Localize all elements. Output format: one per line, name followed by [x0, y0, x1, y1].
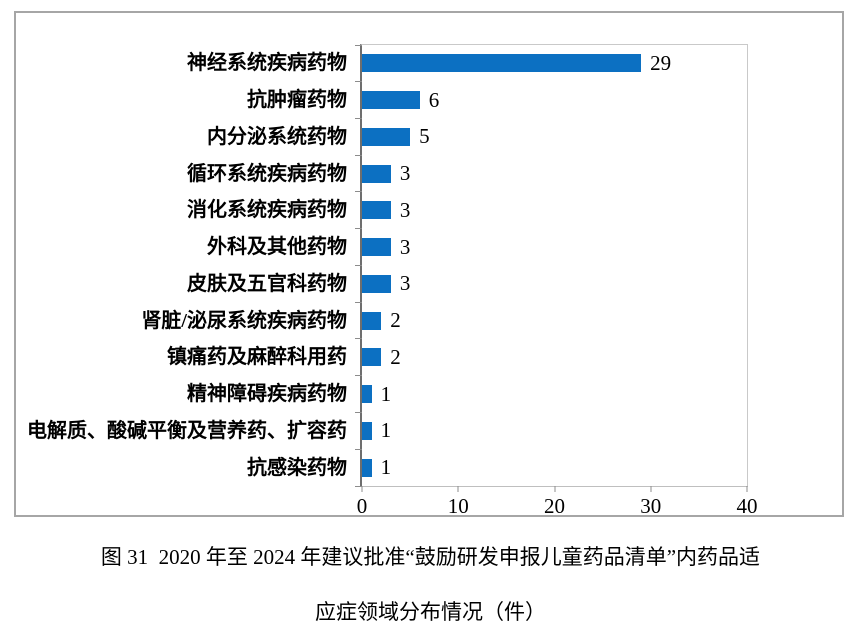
- bar: [362, 311, 382, 330]
- rows: 神经系统疾病药物 29 抗肿瘤药物 6 内分泌系统药物 5 循环系统疾病药物 3 消化系统疾病药…: [27, 45, 747, 486]
- category-label: 神经系统疾病药物: [187, 52, 347, 75]
- y-axis-tick: [355, 228, 362, 230]
- bar: [362, 348, 382, 367]
- y-axis-tick: [355, 338, 362, 340]
- y-axis-tick: [355, 485, 362, 487]
- y-axis-tick: [355, 44, 362, 46]
- bar-row: 循环系统疾病药物 3: [187, 155, 747, 192]
- y-axis-tick: [355, 154, 362, 156]
- bar-row: 神经系统疾病药物 29: [187, 45, 747, 82]
- bar-row: 外科及其他药物 3: [207, 229, 747, 266]
- figure-caption: 图 31 2020 年至 2024 年建议批准“鼓励研发申报儿童药品清单”内药品…: [0, 540, 861, 629]
- bar: [362, 385, 372, 404]
- chart-frame: 神经系统疾病药物 29 抗肿瘤药物 6 内分泌系统药物 5 循环系统疾病药物 3 消化系统疾病药…: [14, 11, 844, 517]
- value-label: 1: [380, 455, 392, 480]
- y-axis-tick: [355, 301, 362, 303]
- x-axis-tick: [457, 486, 459, 492]
- value-label: 3: [399, 271, 411, 296]
- bar: [362, 127, 411, 146]
- bar: [362, 91, 420, 110]
- bar: [362, 458, 372, 477]
- bar-row: 内分泌系统药物 5: [207, 119, 747, 156]
- y-axis-tick: [355, 117, 362, 119]
- x-tick-label: 10: [447, 494, 469, 518]
- figure-caption-line-1: 图 31 2020 年至 2024 年建议批准“鼓励研发申报儿童药品清单”内药品…: [100, 545, 761, 569]
- category-label: 抗感染药物: [247, 456, 347, 479]
- bar-row: 皮肤及五官科药物 3: [187, 266, 747, 303]
- bar-row: 精神障碍疾病药物 1: [187, 376, 747, 413]
- category-label: 镇痛药及麻醉科用药: [167, 346, 347, 369]
- plot-area: 神经系统疾病药物 29 抗肿瘤药物 6 内分泌系统药物 5 循环系统疾病药物 3 消化系统疾病药…: [27, 44, 758, 517]
- x-tick-label: 20: [544, 494, 565, 518]
- bar: [362, 421, 372, 440]
- value-label: 1: [380, 418, 392, 443]
- category-label: 外科及其他药物: [207, 236, 347, 259]
- bar-row: 抗感染药物 1: [247, 449, 747, 486]
- bar-row: 电解质、酸碱平衡及营养药、扩容药 1: [27, 413, 747, 450]
- category-label: 消化系统疾病药物: [187, 199, 347, 222]
- x-axis-tick: [361, 486, 363, 492]
- bar-row: 消化系统疾病药物 3: [187, 192, 747, 229]
- bar: [362, 201, 391, 220]
- value-label: 3: [399, 161, 411, 186]
- bar: [362, 54, 642, 73]
- y-axis-tick: [355, 265, 362, 266]
- y-axis-tick: [355, 81, 362, 83]
- value-label: 2: [390, 308, 401, 333]
- value-label: 3: [399, 234, 411, 259]
- value-label: 3: [399, 197, 411, 222]
- category-label: 电解质、酸碱平衡及营养药、扩容药: [27, 419, 347, 442]
- category-label: 肾脏/泌尿系统疾病药物: [141, 309, 347, 332]
- y-axis-tick: [355, 448, 362, 450]
- bar: [362, 274, 391, 293]
- bar: [362, 238, 391, 257]
- x-tick-label: 0: [356, 494, 368, 518]
- x-tick-label: 30: [640, 494, 662, 518]
- value-label: 1: [380, 381, 392, 406]
- category-label: 精神障碍疾病药物: [187, 383, 347, 406]
- y-axis-tick: [355, 191, 362, 193]
- figure-caption-line-2: 应症领域分布情况（件）: [315, 600, 546, 624]
- category-label: 循环系统疾病药物: [187, 162, 347, 185]
- x-axis-tick: [650, 486, 652, 492]
- value-label: 6: [428, 87, 440, 112]
- category-label: 皮肤及五官科药物: [187, 272, 347, 295]
- x-axis-tick: [554, 486, 555, 492]
- x-tick-label: 40: [736, 494, 758, 518]
- value-label: 29: [650, 50, 672, 75]
- category-label: 内分泌系统药物: [207, 125, 347, 148]
- category-label: 抗肿瘤药物: [247, 89, 347, 112]
- bar-row: 肾脏/泌尿系统疾病药物 2: [141, 302, 747, 339]
- value-label: 5: [419, 124, 430, 149]
- x-axis-tick: [746, 486, 748, 492]
- y-axis-tick: [355, 375, 362, 377]
- bar-row: 镇痛药及麻醉科用药 2: [167, 339, 747, 376]
- bar-row: 抗肿瘤药物 6: [247, 82, 747, 119]
- value-label: 2: [390, 344, 401, 369]
- y-axis-tick: [355, 412, 362, 413]
- bar: [362, 164, 391, 183]
